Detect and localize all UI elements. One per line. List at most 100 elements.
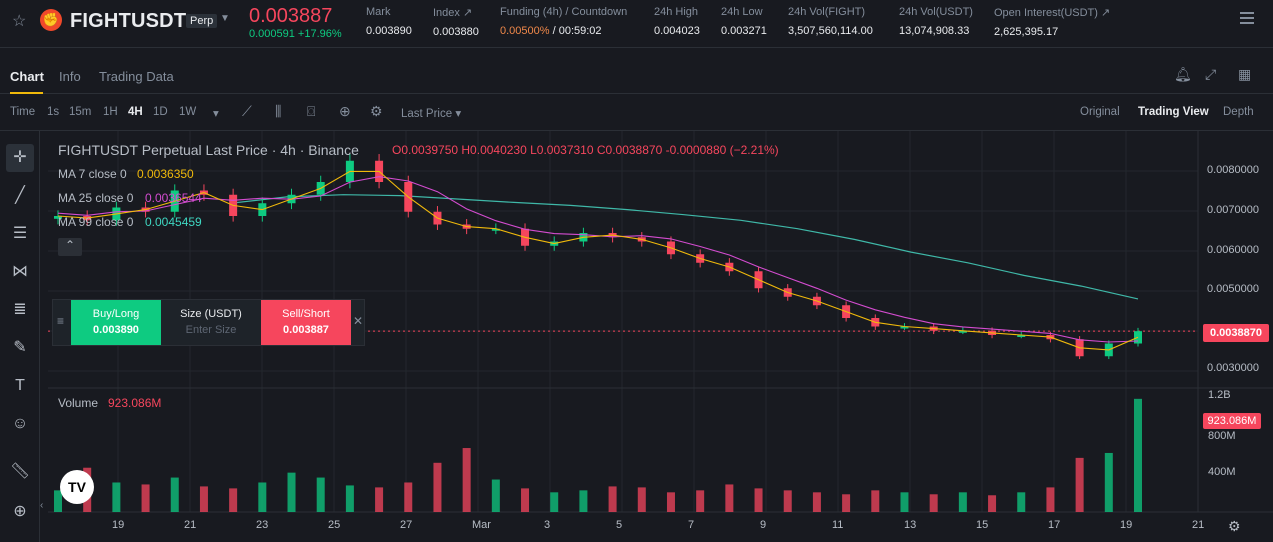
settings-icon[interactable]: ⚙︎ (370, 103, 383, 119)
volume-bar (462, 448, 471, 512)
date-axis-label: 27 (400, 519, 413, 531)
interval-15m[interactable]: 15m (69, 106, 92, 118)
volume-bar (696, 490, 705, 512)
volume-bar (929, 494, 938, 512)
date-axis-label: 15 (976, 519, 989, 531)
sell-price: 0.003887 (283, 324, 329, 336)
volume-bar (229, 488, 238, 512)
view-trading-view[interactable]: Trading View (1138, 106, 1209, 118)
drag-handle-icon[interactable]: ≡ (57, 314, 65, 328)
stat-mark: Mark 0.003890 (366, 6, 412, 37)
price-chart[interactable] (0, 131, 1273, 542)
expand-icon[interactable]: ⤢ (1205, 66, 1217, 82)
emoji-icon[interactable]: ☺ (11, 415, 29, 432)
crosshair-icon[interactable]: ✛ (6, 144, 34, 172)
ma99-line (229, 194, 1139, 300)
volume-bar (112, 482, 121, 512)
stat-value: 0.003880 (433, 26, 479, 38)
current-price-tag: 0.0038870 (1203, 324, 1269, 342)
ma7-label: MA 7 close 0 (58, 167, 127, 181)
buy-label: Buy/Long (92, 308, 140, 320)
interval-4h[interactable]: 4H (128, 106, 143, 118)
volume-value: 923.086M (108, 396, 162, 410)
stat-open-interest[interactable]: Open Interest(USDT) ↗ 2,625,395.17 (994, 6, 1110, 38)
volume-bar (1134, 398, 1142, 512)
ruler-icon[interactable]: 📏︎ (9, 463, 31, 480)
stat-label: Funding (4h) / Countdown (500, 6, 628, 18)
symbol-name[interactable]: FIGHTUSDT (70, 10, 187, 32)
trendline-icon[interactable]: ╱ (15, 187, 25, 204)
volume-bar (1104, 452, 1113, 512)
ma99-label: MA 99 close 0 (58, 215, 134, 229)
buy-long-button[interactable]: Buy/Long 0.003890 (71, 300, 161, 345)
brush-icon[interactable]: ✎ (13, 339, 27, 356)
volume-axis-label: 1.2B (1208, 389, 1231, 401)
stat-value: 0.00500% / 00:59:02 (500, 25, 627, 37)
volume-bar (958, 492, 967, 512)
volume-bar (900, 492, 909, 512)
date-axis-label: 11 (832, 519, 844, 531)
chart-settings-icon[interactable]: ⚙︎ (1228, 518, 1241, 534)
pattern-icon[interactable]: ⋈ (12, 263, 28, 280)
collapse-legend-icon[interactable]: ⌃ (58, 238, 82, 256)
interval-dropdown-icon[interactable]: ▾ (213, 108, 219, 120)
stat-label: Index ↗ (433, 7, 473, 19)
volume-bar (842, 494, 851, 512)
volume-bar (666, 492, 675, 512)
tradingview-logo-icon[interactable]: TV (60, 470, 94, 504)
volume-axis-label: 400M (1208, 466, 1236, 478)
date-axis-label: 17 (1048, 519, 1061, 531)
buy-price: 0.003890 (93, 324, 139, 336)
size-field[interactable]: Size (USDT) Enter Size (161, 300, 261, 345)
time-label: Time (10, 106, 36, 118)
interval-1w[interactable]: 1W (179, 106, 197, 118)
active-tab-indicator (10, 92, 43, 94)
sell-short-button[interactable]: Sell/Short 0.003887 (261, 300, 351, 345)
volume-label: Volume (58, 396, 99, 410)
candle-type-icon[interactable]: ⫼ (275, 103, 282, 119)
add-icon[interactable]: ⊕ (339, 103, 351, 119)
volume-axis-label: 800M (1208, 430, 1236, 442)
volume-bar (345, 485, 354, 512)
stat-value: 2,625,395.17 (994, 26, 1059, 38)
funding-rate: 0.00500% (500, 25, 550, 37)
stat-value: 13,074,908.33 (899, 25, 970, 37)
date-axis-label: 21 (1192, 519, 1205, 531)
menu-icon[interactable] (1240, 12, 1254, 27)
bell-icon[interactable]: 🔔︎ (1174, 66, 1192, 82)
indicator-icon[interactable]: ⟋ (242, 103, 252, 119)
close-icon[interactable]: ✕ (353, 314, 364, 328)
tab-chart[interactable]: Chart (10, 69, 44, 84)
volume-bar (258, 482, 267, 512)
stat-label: 24h Vol(USDT) (899, 6, 973, 18)
stat-funding: Funding (4h) / Countdown 0.00500% / 00:59… (500, 6, 627, 37)
volume-bar (608, 486, 617, 512)
text-tool-icon[interactable]: T (15, 377, 25, 394)
fib-icon[interactable]: ≣ (13, 301, 27, 318)
favorite-star-icon[interactable]: ☆ (12, 13, 27, 30)
interval-1s[interactable]: 1s (47, 106, 60, 118)
volume-bar (1017, 492, 1026, 512)
size-input[interactable]: Enter Size (185, 324, 237, 336)
collapse-toolbar-icon[interactable]: ‹ (40, 500, 44, 511)
ma99-value: 0.0045459 (145, 215, 202, 229)
interval-1h[interactable]: 1H (103, 106, 118, 118)
interval-1d[interactable]: 1D (153, 106, 168, 118)
view-original[interactable]: Original (1080, 106, 1120, 118)
camera-icon[interactable]: ⌼ (307, 103, 316, 119)
symbol-dropdown-icon[interactable]: ▼ (220, 13, 230, 24)
zoom-in-icon[interactable]: ⊕ (13, 503, 27, 520)
tab-info[interactable]: Info (59, 69, 81, 84)
grid-layout-icon[interactable]: ▦ (1238, 66, 1252, 82)
tab-trading-data[interactable]: Trading Data (99, 69, 174, 84)
funding-countdown: / 00:59:02 (549, 25, 602, 37)
horizontal-lines-icon[interactable]: ☰ (12, 225, 28, 242)
view-depth[interactable]: Depth (1223, 106, 1254, 118)
stat-value: 0.003271 (721, 25, 767, 37)
stat-index[interactable]: Index ↗ 0.003880 (433, 6, 479, 38)
volume-bar (287, 472, 296, 512)
candle-body (958, 330, 967, 333)
date-axis-label: 21 (184, 519, 197, 531)
ohlc-readout: O0.0039750 H0.0040230 L0.0037310 C0.0038… (392, 143, 779, 157)
price-source-select[interactable]: Last Price ▾ (401, 108, 462, 120)
